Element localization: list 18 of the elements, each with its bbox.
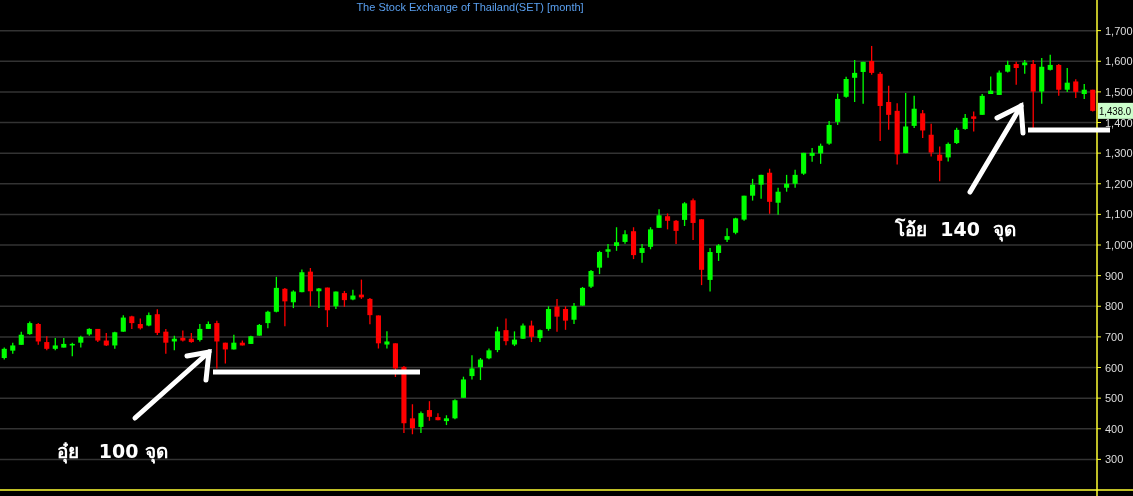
annotation: อุ๋ย 100 จุด	[57, 440, 169, 464]
y-tick-label: 1,500	[1105, 85, 1133, 98]
y-tick-label: 300	[1105, 453, 1124, 466]
y-tick-label: 500	[1105, 392, 1124, 405]
y-tick-label: 800	[1105, 300, 1124, 313]
y-tick-label: 1,200	[1105, 177, 1133, 190]
y-tick-label: 1,300	[1105, 147, 1133, 160]
y-tick-label: 600	[1105, 361, 1124, 374]
y-tick-label: 700	[1105, 330, 1124, 343]
y-tick-label: 1,600	[1105, 55, 1133, 68]
y-tick-label: 1,700	[1105, 24, 1133, 37]
y-tick-label: 1,100	[1105, 208, 1133, 221]
y-tick-label: 1,000	[1105, 239, 1133, 251]
y-tick-label: 400	[1105, 422, 1124, 435]
annotation: โอ้ย 140 จุด	[894, 218, 1017, 242]
chart-title: The Stock Exchange of Thailand(SET) [month]	[356, 1, 584, 13]
y-tick-label: 900	[1105, 269, 1124, 282]
y-tick-label: 1,400	[1105, 116, 1133, 129]
